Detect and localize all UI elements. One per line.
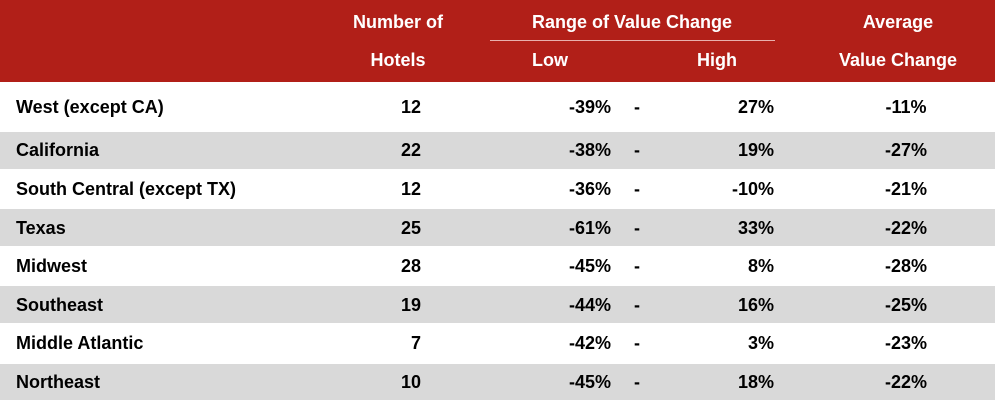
header-range: Range of Value Change <box>531 12 733 32</box>
low-change: -42% <box>568 333 611 354</box>
high-change: 8% <box>747 256 774 277</box>
region: South Central (except TX) <box>16 178 237 199</box>
range-separator: - <box>634 96 640 117</box>
header-hotels: Hotels <box>370 50 426 70</box>
region: Southeast <box>16 294 104 315</box>
range-separator: - <box>634 217 640 238</box>
low-change: -38% <box>568 140 611 161</box>
average-change: -25% <box>884 294 928 315</box>
row-band <box>0 132 995 169</box>
low-change: -39% <box>568 96 611 117</box>
header-low: Low <box>532 50 568 70</box>
average-change: -11% <box>885 96 927 117</box>
hotel-count: 12 <box>400 178 421 199</box>
high-change: 19% <box>737 140 774 161</box>
average-change: -22% <box>884 371 928 392</box>
hotel-count: 22 <box>400 140 421 161</box>
region: Texas <box>16 217 66 238</box>
range-separator: - <box>634 371 640 392</box>
high-change: 27% <box>737 96 774 117</box>
range-separator: - <box>634 256 640 277</box>
high-change: 33% <box>737 217 774 238</box>
row-band <box>0 209 995 246</box>
high-change: -10% <box>731 178 774 199</box>
range-separator: - <box>634 294 640 315</box>
high-change: 3% <box>747 333 774 354</box>
header-average: Average <box>862 12 934 32</box>
low-change: -44% <box>568 294 611 315</box>
hotel-count: 28 <box>400 256 421 277</box>
region: Middle Atlantic <box>16 333 144 354</box>
header-hotels: Number of <box>353 12 443 32</box>
hotel-count: 7 <box>410 333 421 354</box>
hotel-count: 10 <box>400 371 421 392</box>
region: Midwest <box>16 256 88 277</box>
region: West (except CA) <box>16 96 164 117</box>
average-change: -27% <box>884 140 928 161</box>
range-separator: - <box>634 140 640 161</box>
row-band <box>0 363 995 401</box>
low-change: -45% <box>568 256 611 277</box>
row-band <box>0 286 995 323</box>
average-change: -23% <box>884 333 928 354</box>
header-average: Value Change <box>838 50 958 70</box>
low-change: -36% <box>568 178 611 199</box>
average-change: -22% <box>884 217 928 238</box>
low-change: -45% <box>568 371 611 392</box>
region: California <box>16 140 100 161</box>
average-change: -28% <box>884 256 928 277</box>
header-band <box>0 0 995 82</box>
hotel-count: 25 <box>400 217 421 238</box>
hotel-count: 19 <box>400 294 421 315</box>
high-change: 18% <box>737 371 774 392</box>
header-high: High <box>697 50 737 70</box>
average-change: -21% <box>884 178 928 199</box>
high-change: 16% <box>737 294 774 315</box>
low-change: -61% <box>568 217 611 238</box>
header-rule <box>490 40 775 41</box>
region: Northeast <box>16 371 101 392</box>
range-separator: - <box>634 178 640 199</box>
range-separator: - <box>634 333 640 354</box>
hotel-count: 12 <box>400 96 421 117</box>
